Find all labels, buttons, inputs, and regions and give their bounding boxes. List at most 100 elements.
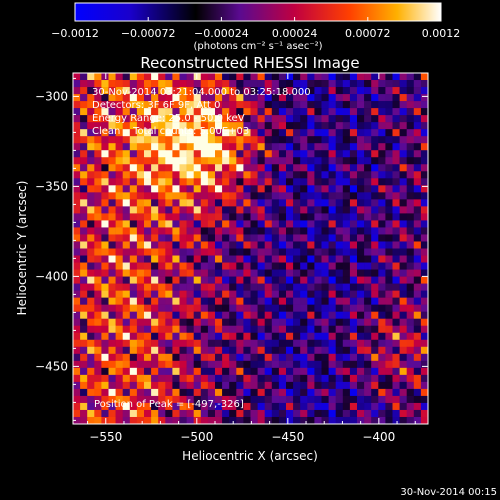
heatmap-cell <box>406 115 415 123</box>
heatmap-cell <box>342 388 351 397</box>
heatmap-cell <box>307 73 315 81</box>
heatmap-cell <box>115 276 123 284</box>
heatmap-cell <box>108 304 116 312</box>
heatmap-cell <box>200 409 209 418</box>
footer-timestamp: 30-Nov-2014 00:15 <box>400 487 497 498</box>
heatmap-cell <box>108 94 116 102</box>
heatmap-cell <box>307 318 315 327</box>
heatmap-cell <box>101 206 109 214</box>
heatmap-cell <box>129 129 138 137</box>
heatmap-cell <box>158 395 166 404</box>
heatmap-cell <box>371 143 379 151</box>
heatmap-cell <box>122 129 131 137</box>
heatmap-cell <box>158 220 166 228</box>
heatmap-cell <box>186 199 194 207</box>
heatmap-cell <box>250 283 258 291</box>
heatmap-cell <box>392 353 400 362</box>
heatmap-cell <box>307 381 315 390</box>
heatmap-cell <box>349 220 358 228</box>
heatmap-cell <box>293 206 301 214</box>
heatmap-cell <box>364 157 372 165</box>
heatmap-cell <box>399 339 407 348</box>
heatmap-cell <box>207 381 216 390</box>
heatmap-cell <box>80 409 88 418</box>
heatmap-cell <box>413 199 422 207</box>
heatmap-cell <box>200 346 209 355</box>
heatmap-cell <box>278 388 287 397</box>
heatmap-cell <box>321 339 329 348</box>
heatmap-cell <box>364 297 372 305</box>
heatmap-cell <box>342 206 351 214</box>
heatmap-cell <box>385 171 393 179</box>
heatmap-cell <box>257 290 265 298</box>
heatmap-cell <box>342 325 351 334</box>
heatmap-cell <box>144 227 152 235</box>
heatmap-cell <box>364 360 372 369</box>
heatmap-cell <box>172 185 180 193</box>
heatmap-cell <box>349 213 358 221</box>
heatmap-cell <box>94 290 102 298</box>
heatmap-cell <box>264 115 273 123</box>
heatmap-cell <box>94 150 102 158</box>
heatmap-cell <box>378 269 386 277</box>
heatmap-cell <box>420 206 429 214</box>
heatmap-cell <box>165 416 173 425</box>
heatmap-cell <box>179 318 187 327</box>
heatmap-cell <box>215 108 223 116</box>
heatmap-cell <box>342 129 351 137</box>
heatmap-cell <box>186 276 194 284</box>
heatmap-cell <box>293 304 301 312</box>
heatmap-cell <box>172 164 180 172</box>
heatmap-cell <box>193 143 202 151</box>
heatmap-cell <box>115 304 123 312</box>
heatmap-cell <box>335 255 344 263</box>
heatmap-cell <box>136 325 145 334</box>
heatmap-cell <box>87 101 95 109</box>
heatmap-cell <box>80 248 88 256</box>
heatmap-cell <box>335 290 344 298</box>
heatmap-cell <box>392 395 400 404</box>
heatmap-cell <box>222 80 230 88</box>
heatmap-cell <box>94 220 102 228</box>
heatmap-cell <box>314 171 322 179</box>
heatmap-cell <box>378 136 386 144</box>
heatmap-cell <box>215 157 223 165</box>
heatmap-cell <box>129 381 138 390</box>
heatmap-cell <box>342 416 351 425</box>
heatmap-cell <box>94 157 102 165</box>
heatmap-cell <box>215 325 223 334</box>
heatmap-cell <box>357 129 365 137</box>
heatmap-cell <box>349 136 358 144</box>
heatmap-cell <box>136 388 145 397</box>
heatmap-cell <box>293 178 301 186</box>
heatmap-cell <box>300 409 308 418</box>
heatmap-cell <box>87 150 95 158</box>
colorbar-tick-label: −0.00024 <box>194 27 249 40</box>
heatmap-cell <box>385 178 393 186</box>
heatmap-cell <box>236 353 244 362</box>
heatmap-cell <box>236 367 244 376</box>
heatmap-cell <box>136 150 145 158</box>
heatmap-cell <box>364 381 372 390</box>
heatmap-cell <box>101 213 109 221</box>
heatmap-cell <box>300 381 308 390</box>
heatmap-cell <box>207 178 216 186</box>
heatmap-cell <box>328 367 336 376</box>
heatmap-cell <box>314 360 322 369</box>
heatmap-cell <box>236 143 244 151</box>
heatmap-cell <box>236 234 244 242</box>
heatmap-cell <box>87 346 95 355</box>
heatmap-cell <box>307 80 315 88</box>
heatmap-cell <box>364 304 372 312</box>
heatmap-cell <box>307 325 315 334</box>
heatmap-cell <box>165 206 173 214</box>
heatmap-cell <box>286 73 294 81</box>
heatmap-cell <box>165 248 173 256</box>
heatmap-cell <box>229 164 237 172</box>
heatmap-cell <box>229 115 237 123</box>
x-tick-label: −500 <box>180 430 213 444</box>
heatmap-cell <box>207 297 216 305</box>
heatmap-cell <box>122 234 131 242</box>
heatmap-cell <box>87 80 95 88</box>
heatmap-cell <box>179 171 187 179</box>
